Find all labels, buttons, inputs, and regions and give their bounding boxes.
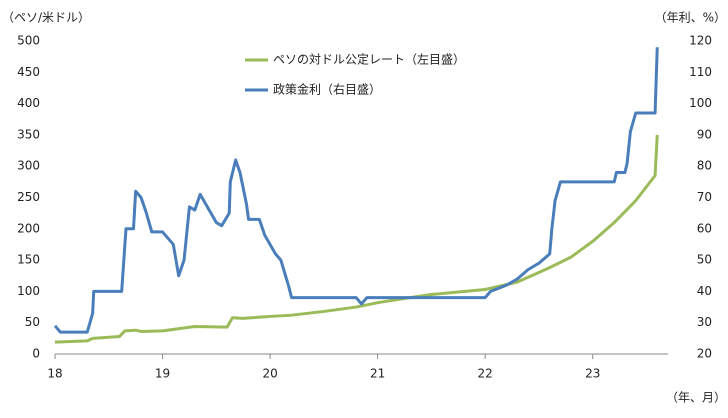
line — [54, 134, 659, 344]
legend-label: 政策金利（右目盛） — [273, 82, 381, 97]
y-tick-label: 50 — [25, 315, 40, 329]
y2-tick-label: 100 — [689, 96, 712, 110]
y2-tick-label: 30 — [697, 315, 712, 329]
y2-tick-label: 90 — [697, 127, 712, 141]
legend-label: ペソの対ドル公定レート（左目盛） — [273, 52, 465, 67]
y-axis-label: （ペソ/米ドル） — [2, 11, 90, 25]
y2-tick-label: 120 — [689, 34, 712, 48]
y-tick-label: 250 — [17, 190, 40, 204]
x-axis-label: （年、月） — [666, 391, 726, 405]
x-tick-label: 21 — [370, 367, 385, 381]
line — [53, 47, 659, 334]
x-tick-label: 18 — [47, 367, 62, 381]
y2-axis-label: （年利、%） — [655, 11, 726, 25]
y2-tick-label: 40 — [697, 284, 712, 298]
y2-tick-label: 110 — [689, 65, 712, 79]
x-tick-label: 23 — [585, 367, 600, 381]
y-tick-label: 300 — [17, 159, 40, 173]
y-tick-label: 0 — [32, 347, 40, 361]
y-tick-label: 150 — [17, 253, 40, 267]
y-tick-label: 350 — [17, 127, 40, 141]
x-tick-label: 20 — [262, 367, 277, 381]
x-tick-label: 22 — [478, 367, 493, 381]
y2-tick-label: 80 — [697, 159, 712, 173]
y-tick-label: 200 — [17, 221, 40, 235]
y2-tick-label: 20 — [697, 347, 712, 361]
y2-tick-label: 70 — [697, 190, 712, 204]
y-tick-label: 500 — [17, 34, 40, 48]
y2-tick-label: 60 — [697, 221, 712, 235]
y-tick-label: 450 — [17, 65, 40, 79]
x-tick-label: 19 — [155, 367, 170, 381]
y-tick-label: 100 — [17, 284, 40, 298]
y2-tick-label: 50 — [697, 253, 712, 267]
y-tick-label: 400 — [17, 96, 40, 110]
